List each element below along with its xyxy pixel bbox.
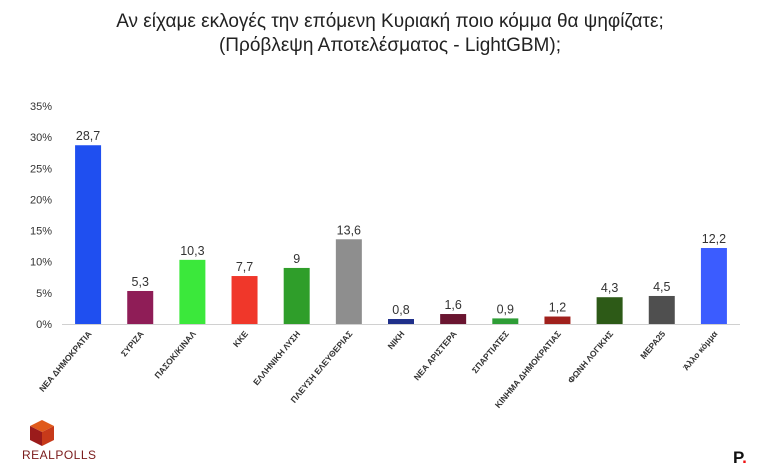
corner-logo-letter: P [733, 448, 743, 467]
bar [648, 295, 675, 324]
bar [335, 239, 362, 324]
bar [179, 259, 206, 324]
title-line-1: Αν είχαμε εκλογές την επόμενη Κυριακή πο… [116, 11, 664, 32]
bar [231, 276, 258, 324]
x-tick-label: ΝΙΚΗ [386, 329, 407, 351]
data-label: 5,3 [132, 275, 149, 289]
bar [700, 248, 727, 324]
y-tick-label: 15% [30, 226, 52, 238]
bar [544, 316, 571, 324]
y-tick-label: 10% [30, 257, 52, 269]
bar [283, 267, 310, 324]
bar [492, 318, 519, 324]
x-tick-label: ΝΕΑ ΑΡΙΣΤΕΡΑ [412, 329, 459, 382]
x-tick-label: ΦΩΝΗ ΛΟΓΙΚΗΣ [566, 329, 615, 385]
x-tick-label: ΚΚΕ [231, 329, 250, 349]
data-label: 28,7 [76, 129, 100, 143]
data-label: 0,9 [497, 302, 514, 316]
data-label: 9 [293, 252, 300, 266]
data-label: 0,8 [392, 303, 409, 317]
x-tick-label: ΣΠΑΡΤΙΑΤΕΣ [470, 329, 511, 375]
x-tick-label: ΝΕΑ ΔΗΜΟΚΡΑΤΙΑ [37, 329, 94, 394]
bar [75, 145, 102, 324]
realpolls-logo: REALPOLLS [22, 418, 102, 466]
y-tick-label: 20% [30, 194, 52, 206]
data-label: 1,2 [549, 301, 566, 315]
x-tick-label: ΠΛΕΥΣΗ ΕΛΕΥΘΕΡΙΑΣ [288, 329, 354, 405]
data-label: 7,7 [236, 260, 253, 274]
data-label: 12,2 [702, 232, 726, 246]
bar [127, 290, 154, 324]
data-label: 13,6 [337, 223, 361, 237]
x-tick-label: Άλλο κόμμα [681, 328, 720, 372]
x-tick-label: ΠΑΣΟΚ/ΚΙΝΑΛ [152, 329, 198, 381]
data-label: 1,6 [444, 298, 461, 312]
corner-logo-dot: . [742, 448, 747, 467]
chart-title: Αν είχαμε εκλογές την επόμενη Κυριακή πο… [0, 10, 780, 58]
y-tick-label: 5% [36, 288, 52, 300]
x-tick-label: ΣΥΡΙΖΑ [119, 329, 146, 359]
title-line-2: (Πρόβλεψη Αποτελέσματος - LightGBM); [218, 35, 561, 56]
y-tick-label: 0% [36, 319, 52, 331]
x-tick-label: ΕΛΛΗΝΙΚΗ ΛΥΣΗ [251, 329, 302, 387]
bar [596, 297, 623, 324]
y-tick-label: 25% [30, 163, 52, 175]
bar [388, 319, 414, 324]
data-label: 4,3 [601, 281, 618, 295]
logo-cube-icon [30, 420, 54, 446]
y-tick-label: 35% [30, 101, 52, 113]
data-label: 10,3 [180, 244, 204, 258]
y-tick-label: 30% [30, 132, 52, 144]
x-tick-label: ΜΕΡΑ25 [638, 329, 667, 361]
bar [440, 314, 467, 324]
corner-logo: P. [733, 448, 747, 468]
logo-text: REALPOLLS [22, 448, 97, 462]
data-label: 4,5 [653, 280, 670, 294]
